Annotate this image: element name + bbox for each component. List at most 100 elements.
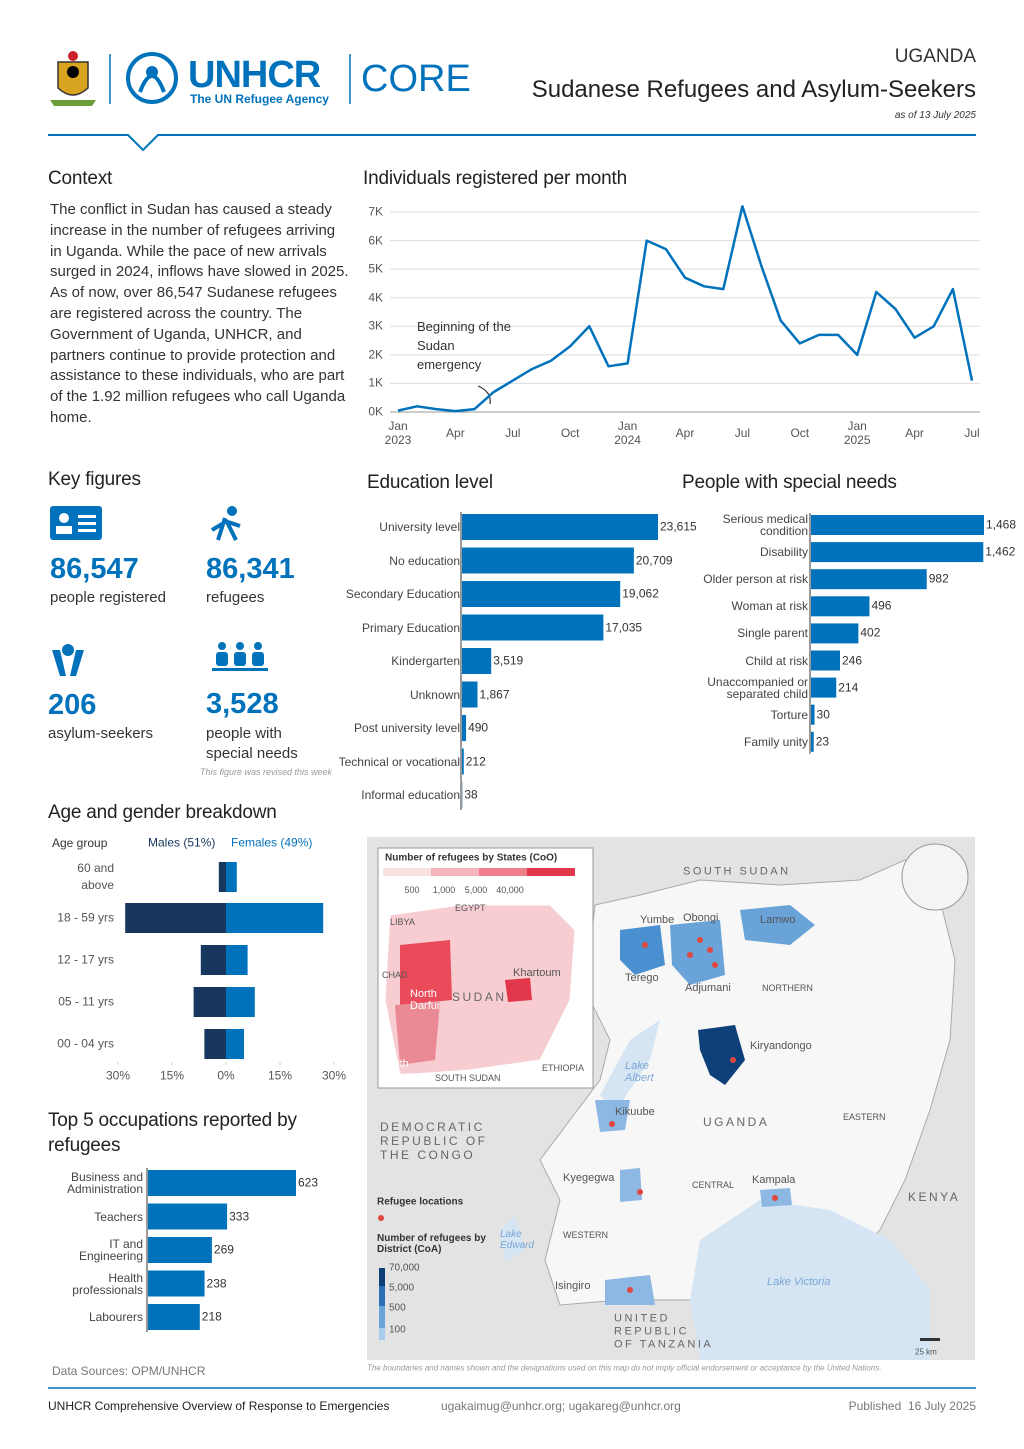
x-tick-label: Jul bbox=[734, 426, 751, 440]
refugee-location bbox=[687, 952, 693, 958]
x-tick-label: 15% bbox=[159, 1068, 185, 1083]
section-title: People with special needs bbox=[682, 472, 897, 493]
org-name: UNHCR bbox=[188, 54, 321, 96]
map-label: ETHIOPIA bbox=[542, 1063, 585, 1073]
map bbox=[367, 837, 975, 1360]
legend-label: Females (49%) bbox=[231, 835, 313, 850]
refugee-location bbox=[772, 1195, 778, 1201]
map-label: LIBYA bbox=[390, 917, 415, 927]
bar bbox=[462, 748, 464, 775]
x-tick-label: Jan 2025 bbox=[843, 419, 871, 447]
map-label: UNITED REPUBLIC OF TANZANIA bbox=[614, 1312, 714, 1351]
bar bbox=[811, 515, 984, 535]
map-label: Kikuube bbox=[615, 1106, 655, 1118]
map-label: 40,000 bbox=[496, 885, 524, 895]
category-label: Family unity bbox=[743, 734, 808, 749]
icon-family bbox=[216, 652, 228, 666]
category-label: IT and Engineering bbox=[78, 1237, 143, 1263]
value-label: 269 bbox=[213, 1242, 234, 1257]
legend-swatch bbox=[379, 1286, 385, 1306]
locator-globe bbox=[901, 843, 969, 911]
x-tick-label: Jan 2024 bbox=[614, 419, 641, 447]
annotation: Beginning of the Sudan emergency bbox=[417, 319, 511, 372]
x-tick-label: 15% bbox=[267, 1068, 293, 1083]
y-tick-label: 05 - 11 yrs bbox=[58, 994, 114, 1009]
map-label: North Darfur bbox=[410, 988, 441, 1012]
bar bbox=[148, 1203, 228, 1230]
map-label: Lake Edward bbox=[500, 1229, 534, 1251]
x-tick-label: Apr bbox=[905, 426, 924, 440]
refugee-locations bbox=[378, 937, 778, 1293]
value-label: 982 bbox=[928, 571, 949, 586]
value-label: 17,035 bbox=[605, 620, 643, 634]
bar bbox=[226, 1029, 244, 1059]
bar bbox=[218, 862, 226, 892]
bar bbox=[462, 681, 478, 708]
value-label: 1,462 bbox=[985, 544, 1016, 559]
category-label: Business and Administration bbox=[66, 1170, 143, 1196]
value-label: 19,062 bbox=[622, 586, 659, 601]
value-label: 23,615 bbox=[660, 519, 697, 534]
x-tick-label: 0% bbox=[217, 1068, 235, 1083]
icon-detail bbox=[56, 526, 72, 534]
map-label: Kampala bbox=[752, 1174, 796, 1186]
section-title: Top 5 occupations reported by refugees bbox=[48, 1110, 297, 1156]
district-kikuube bbox=[595, 1100, 630, 1132]
section-title: Key figures bbox=[48, 469, 141, 490]
value-label: 3,519 bbox=[493, 653, 524, 668]
crest bbox=[68, 51, 78, 61]
bar bbox=[226, 987, 255, 1017]
map-label: Lake Victoria bbox=[767, 1276, 831, 1288]
x-tick-label: Jan 2023 bbox=[384, 419, 412, 447]
category-label: Technical or vocational bbox=[338, 754, 460, 769]
emblem-figure bbox=[138, 74, 166, 93]
key-figure-value: 3,528 bbox=[206, 688, 279, 720]
bar bbox=[148, 1237, 212, 1263]
legend-swatch bbox=[431, 868, 479, 876]
category-label: Torture bbox=[770, 707, 808, 722]
value-label: 402 bbox=[860, 625, 881, 640]
icon-hands bbox=[52, 650, 84, 676]
map-label: Refugee locations bbox=[377, 1196, 464, 1208]
icon-family bbox=[218, 642, 226, 650]
lake-albert bbox=[600, 1020, 660, 1112]
value-label: 218 bbox=[201, 1309, 222, 1324]
category-label: Kindergarten bbox=[391, 654, 460, 668]
value-label: 623 bbox=[298, 1175, 319, 1190]
icon-detail bbox=[78, 515, 96, 518]
bar bbox=[200, 945, 226, 975]
icon-family-base bbox=[212, 668, 268, 671]
icon-person bbox=[62, 644, 74, 656]
category-label: Teachers bbox=[94, 1209, 143, 1224]
x-tick-label: Oct bbox=[790, 426, 810, 440]
map-label: 5,000 bbox=[464, 885, 488, 895]
map-label: Lake Albert bbox=[625, 1060, 654, 1084]
icon-family bbox=[236, 642, 244, 650]
legend-swatch bbox=[527, 868, 575, 876]
refugee-location bbox=[609, 1121, 615, 1127]
line-series bbox=[397, 205, 974, 413]
map-label: Kiryandongo bbox=[750, 1040, 812, 1052]
south-darfur bbox=[395, 1002, 440, 1065]
map-label: Adjumani bbox=[685, 982, 731, 994]
bar bbox=[811, 542, 984, 563]
map-label: Isingiro bbox=[555, 1280, 591, 1292]
value-label: 333 bbox=[229, 1209, 250, 1223]
category-label: Secondary Education bbox=[345, 587, 460, 601]
y-tick-label: 7K bbox=[368, 204, 383, 219]
shield bbox=[57, 61, 89, 96]
un-emblem bbox=[126, 52, 178, 104]
value-label: 238 bbox=[206, 1276, 227, 1290]
map-label: Obongi bbox=[683, 912, 719, 924]
category-label: Serious medical condition bbox=[722, 512, 808, 538]
value-label: 38 bbox=[464, 787, 478, 802]
map-label: UGANDA bbox=[703, 1115, 770, 1129]
x-tick-label: Jul bbox=[964, 426, 980, 440]
map-label: 70,000 bbox=[389, 1262, 420, 1274]
key-figure-icons bbox=[50, 506, 268, 676]
y-tick-label: 1K bbox=[368, 375, 383, 390]
